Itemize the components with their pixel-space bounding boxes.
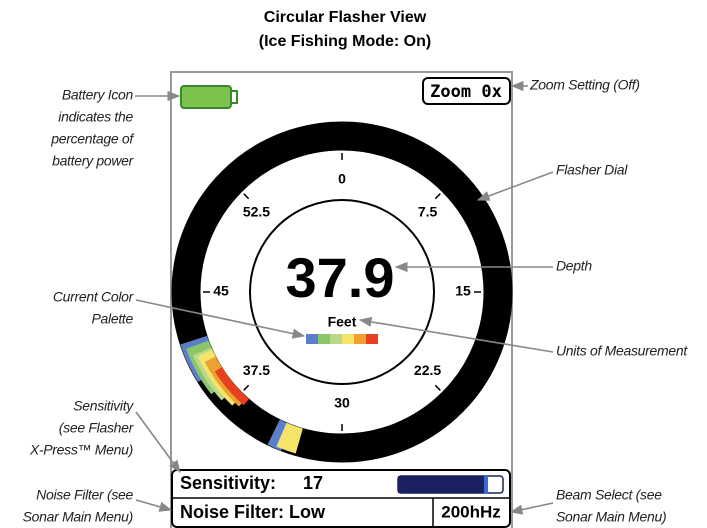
callouts: Battery Icon indicates the percentage of ba… bbox=[23, 77, 689, 525]
sensitivity-fill bbox=[398, 476, 484, 493]
callout-text: Sonar Main Menu) bbox=[23, 509, 133, 525]
leader-line bbox=[509, 502, 554, 515]
callout-text: percentage of bbox=[50, 131, 135, 147]
battery-tip bbox=[230, 90, 238, 104]
depth-units: Feet bbox=[328, 314, 357, 330]
callout-text: Beam Select (see bbox=[556, 487, 662, 503]
leader-line bbox=[135, 411, 181, 474]
zoom-box bbox=[422, 77, 511, 105]
callout-text: (see Flasher bbox=[59, 420, 135, 436]
callout-text: Depth bbox=[556, 258, 592, 274]
callout-text: X-Press™ Menu) bbox=[29, 442, 133, 458]
color-wedges bbox=[180, 335, 303, 454]
dial-label: 22.5 bbox=[414, 362, 441, 378]
callout-text: Battery Icon bbox=[62, 87, 134, 103]
dial-label: 30 bbox=[334, 395, 350, 411]
dial-label: 37.5 bbox=[243, 362, 270, 378]
dial-tick bbox=[243, 193, 250, 200]
dial-label: 0 bbox=[338, 171, 346, 187]
color-wedge bbox=[276, 422, 303, 454]
callout-text: Sensitivity bbox=[73, 398, 134, 414]
palette-swatch bbox=[366, 334, 378, 344]
slider-thumb bbox=[484, 475, 488, 494]
palette-swatch bbox=[318, 334, 330, 344]
beam-select: 200hHz bbox=[441, 502, 501, 521]
callout-text: Noise Filter (see bbox=[36, 487, 133, 503]
callout-text: Palette bbox=[92, 311, 134, 327]
noise-filter: Noise Filter: Low bbox=[180, 502, 326, 522]
dial-tick bbox=[434, 193, 441, 200]
callout-text: Sonar Main Menu) bbox=[556, 509, 666, 525]
dial-label: 52.5 bbox=[243, 204, 270, 220]
palette-swatch bbox=[354, 334, 366, 344]
leader-line bbox=[476, 171, 554, 201]
dial-tick bbox=[243, 384, 250, 391]
sensitivity-label: Sensitivity: bbox=[180, 473, 276, 493]
callout-text: Zoom Setting (Off) bbox=[529, 77, 640, 93]
callout-text: Flasher Dial bbox=[556, 162, 628, 178]
dial-ticks: 0 7.5 15 22.5 30 37.5 45 52.5 bbox=[203, 153, 481, 431]
subtitle: (Ice Fishing Mode: On) bbox=[259, 33, 431, 50]
callout-text: Current Color bbox=[53, 289, 135, 305]
depth-value: 37.9 bbox=[286, 246, 395, 309]
palette-swatch bbox=[330, 334, 342, 344]
leader-line bbox=[358, 316, 554, 353]
callout-text: Units of Measurement bbox=[556, 343, 688, 359]
title: Circular Flasher View bbox=[264, 9, 427, 26]
palette-swatch bbox=[306, 334, 318, 344]
dial-label: 7.5 bbox=[418, 204, 438, 220]
color-palette bbox=[306, 334, 378, 344]
dial-label: 15 bbox=[455, 283, 471, 299]
sensitivity-value: 17 bbox=[303, 473, 323, 493]
leader-line bbox=[135, 499, 173, 512]
callout-text: battery power bbox=[52, 153, 135, 169]
palette-swatch bbox=[342, 334, 354, 344]
battery-icon bbox=[180, 85, 232, 109]
inner-circle bbox=[249, 199, 435, 385]
dial-tick bbox=[434, 384, 441, 391]
callout-text: indicates the bbox=[58, 109, 133, 125]
dial-label: 45 bbox=[213, 283, 229, 299]
color-wedge bbox=[214, 367, 249, 406]
flasher-ring bbox=[171, 121, 513, 463]
zoom-text: Zoom 0x bbox=[430, 82, 502, 102]
leader-line bbox=[135, 299, 306, 339]
